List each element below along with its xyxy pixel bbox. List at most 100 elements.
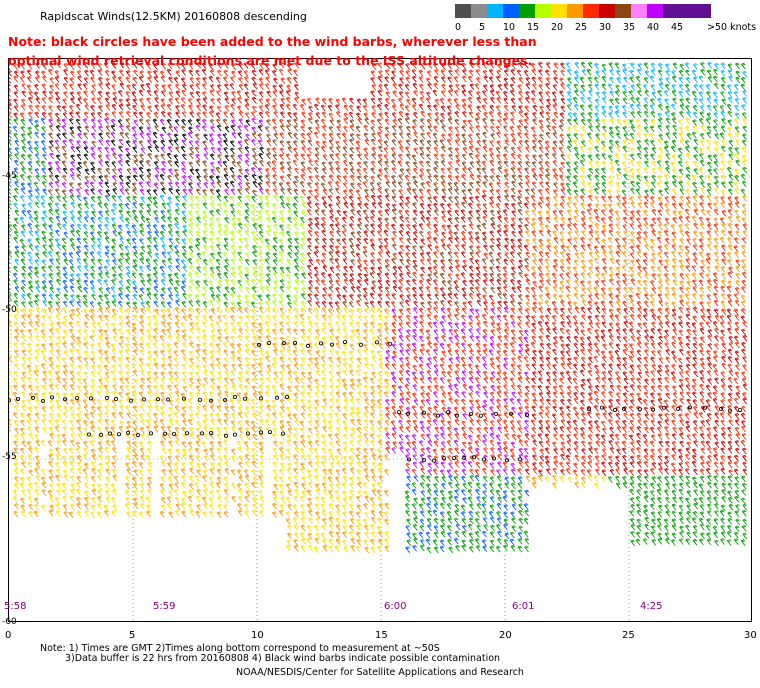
- wind-barb: [34, 124, 40, 132]
- wind-barb: [145, 258, 151, 265]
- wind-barb: [440, 105, 446, 112]
- wind-barb: [406, 168, 411, 175]
- wind-barb: [293, 112, 298, 119]
- wind-barb: [188, 126, 193, 134]
- wind-barb: [91, 329, 97, 336]
- wind-barb: [622, 244, 628, 251]
- wind-barb: [167, 216, 172, 223]
- wind-barb: [166, 321, 172, 329]
- wind-barb: [664, 187, 669, 195]
- wind-barb: [328, 356, 333, 364]
- wind-barb: [672, 355, 678, 363]
- wind-barb: [49, 84, 54, 92]
- wind-barb: [168, 125, 174, 132]
- wind-barb: [427, 112, 432, 120]
- wind-barb: [28, 335, 33, 342]
- wind-barb: [657, 307, 663, 315]
- wind-barb: [131, 237, 137, 245]
- wind-barb: [420, 62, 426, 70]
- wind-barb: [734, 321, 740, 329]
- wind-barb: [622, 336, 628, 343]
- wind-barb: [630, 259, 636, 267]
- wind-barb: [545, 265, 550, 273]
- wind-barb: [384, 223, 390, 231]
- wind-barb: [28, 90, 34, 98]
- wind-barb: [609, 314, 615, 322]
- wind-barb: [468, 69, 474, 77]
- wind-barb: [518, 110, 524, 118]
- wind-barb: [357, 217, 363, 225]
- wind-barb: [685, 370, 690, 377]
- wind-barb: [245, 300, 250, 308]
- wind-barb: [188, 217, 194, 225]
- wind-barb: [678, 175, 683, 183]
- wind-barb: [62, 105, 67, 113]
- wind-barb: [175, 90, 181, 98]
- wind-barb: [356, 161, 362, 169]
- wind-barb: [404, 383, 410, 391]
- wind-barb: [370, 97, 376, 105]
- wind-barb: [370, 194, 376, 202]
- wind-barb: [153, 342, 158, 349]
- wind-barb: [672, 279, 678, 286]
- wind-barb: [223, 321, 229, 329]
- wind-barb: [693, 76, 698, 83]
- wind-barb: [685, 145, 690, 153]
- wind-barb: [35, 314, 41, 321]
- wind-barb: [306, 153, 312, 161]
- wind-barb: [174, 208, 180, 216]
- wind-barb: [188, 350, 194, 358]
- wind-barb: [201, 250, 207, 258]
- wind-barb: [482, 62, 487, 69]
- wind-barb: [601, 63, 607, 71]
- wind-barb: [285, 124, 291, 132]
- wind-barb: [427, 243, 433, 251]
- wind-barb: [13, 299, 19, 307]
- wind-barb: [9, 188, 12, 195]
- wind-barb: [61, 335, 67, 343]
- wind-barb: [426, 258, 432, 265]
- wind-barb: [243, 237, 249, 244]
- wind-barb: [117, 119, 123, 126]
- wind-barb: [70, 145, 76, 153]
- wind-barb: [49, 383, 54, 391]
- wind-barb: [202, 76, 207, 84]
- wind-barb: [439, 320, 445, 328]
- wind-barb: [565, 272, 571, 279]
- wind-barb: [224, 278, 230, 286]
- wind-barb: [467, 119, 473, 127]
- wind-barb: [279, 383, 285, 391]
- wind-barb: [700, 181, 705, 188]
- wind-barb: [546, 342, 552, 350]
- wind-barb: [175, 264, 181, 272]
- wind-barb: [245, 286, 250, 294]
- wind-barb: [454, 301, 460, 308]
- wind-barb: [651, 91, 657, 99]
- wind-barb: [419, 230, 424, 238]
- wind-barb: [153, 350, 159, 357]
- wind-barb: [405, 334, 411, 342]
- wind-barb: [607, 328, 613, 336]
- wind-barb: [217, 315, 222, 322]
- wind-barb: [161, 90, 166, 97]
- wind-barb: [651, 273, 657, 280]
- wind-barb: [371, 63, 377, 71]
- wind-barb: [111, 238, 117, 246]
- wind-barb: [679, 138, 685, 146]
- wind-barb: [497, 83, 503, 91]
- wind-barb: [559, 377, 564, 385]
- wind-barb: [698, 75, 704, 83]
- wind-barb: [705, 273, 711, 280]
- wind-barb: [573, 292, 579, 300]
- wind-barb: [252, 82, 258, 90]
- wind-barb: [13, 342, 19, 349]
- wind-barb: [287, 209, 293, 216]
- wind-barb: [230, 195, 235, 202]
- wind-barb: [377, 138, 383, 146]
- wind-barb: [48, 181, 54, 189]
- wind-barb: [531, 202, 537, 210]
- wind-barb: [537, 139, 543, 147]
- wind-barb: [454, 89, 459, 97]
- wind-barb: [230, 342, 235, 350]
- wind-barb: [55, 301, 61, 308]
